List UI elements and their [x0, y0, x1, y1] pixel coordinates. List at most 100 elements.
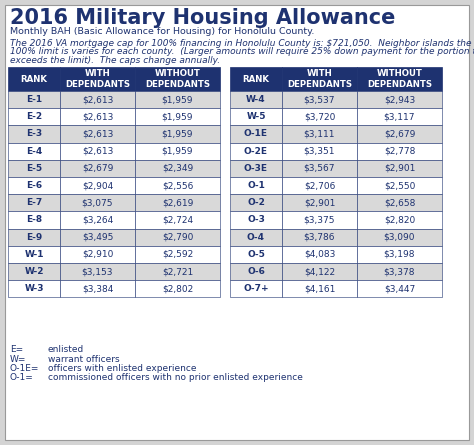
Text: O-5: O-5 [247, 250, 265, 259]
Text: $3,111: $3,111 [304, 129, 335, 138]
Bar [282, 160, 357, 177]
Text: E-4: E-4 [26, 147, 42, 156]
Bar [60, 177, 135, 194]
Bar [282, 142, 357, 160]
Text: $2,550: $2,550 [384, 181, 415, 190]
Text: $2,724: $2,724 [162, 215, 193, 224]
Text: $2,943: $2,943 [384, 95, 415, 104]
Bar [282, 263, 357, 280]
Bar [8, 91, 60, 108]
Text: $3,567: $3,567 [304, 164, 335, 173]
Bar [60, 263, 135, 280]
Bar [230, 263, 282, 280]
Text: $2,613: $2,613 [82, 95, 113, 104]
Bar [230, 177, 282, 194]
Text: O-3E: O-3E [244, 164, 268, 173]
Bar [282, 211, 357, 229]
Bar [8, 211, 60, 229]
Bar [8, 229, 60, 246]
Bar [230, 91, 282, 108]
Bar [230, 108, 282, 125]
Text: $3,075: $3,075 [82, 198, 113, 207]
Text: $3,264: $3,264 [82, 215, 113, 224]
Text: E-1: E-1 [26, 95, 42, 104]
Bar [135, 194, 220, 211]
Bar [8, 108, 60, 125]
Text: $3,537: $3,537 [304, 95, 335, 104]
Bar [282, 125, 357, 142]
Bar [8, 246, 60, 263]
Bar [60, 280, 135, 297]
Text: O-2E: O-2E [244, 147, 268, 156]
Text: E=: E= [10, 345, 23, 354]
Text: $2,619: $2,619 [162, 198, 193, 207]
Bar [230, 229, 282, 246]
Bar [282, 108, 357, 125]
Text: $2,904: $2,904 [82, 181, 113, 190]
Text: $2,790: $2,790 [162, 233, 193, 242]
Bar [135, 177, 220, 194]
Bar [60, 211, 135, 229]
Bar [282, 91, 357, 108]
Bar [8, 177, 60, 194]
Text: $2,802: $2,802 [162, 284, 193, 293]
Bar [282, 177, 357, 194]
Text: $3,375: $3,375 [304, 215, 335, 224]
Text: $2,901: $2,901 [384, 164, 415, 173]
Bar [282, 280, 357, 297]
Text: O-6: O-6 [247, 267, 265, 276]
Text: enlisted: enlisted [48, 345, 84, 354]
Text: $1,959: $1,959 [162, 129, 193, 138]
Bar [357, 229, 442, 246]
Bar [135, 91, 220, 108]
Text: $2,778: $2,778 [384, 147, 415, 156]
Text: $4,161: $4,161 [304, 284, 335, 293]
Text: $2,349: $2,349 [162, 164, 193, 173]
Bar [135, 142, 220, 160]
Bar [60, 91, 135, 108]
Bar [357, 194, 442, 211]
Text: $2,910: $2,910 [82, 250, 113, 259]
Text: The 2016 VA mortgage cap for 100% financing in Honolulu County is: $721,050.  Ne: The 2016 VA mortgage cap for 100% financ… [10, 39, 472, 48]
Bar [357, 91, 442, 108]
Text: $3,090: $3,090 [384, 233, 415, 242]
Text: $2,613: $2,613 [82, 147, 113, 156]
Text: $2,613: $2,613 [82, 112, 113, 121]
Bar [357, 160, 442, 177]
Text: $3,198: $3,198 [384, 250, 415, 259]
Text: $1,959: $1,959 [162, 147, 193, 156]
Bar [357, 177, 442, 194]
Bar [135, 246, 220, 263]
Bar [135, 280, 220, 297]
Text: $3,447: $3,447 [384, 284, 415, 293]
Text: W-1: W-1 [24, 250, 44, 259]
Text: W-4: W-4 [246, 95, 266, 104]
Bar [282, 194, 357, 211]
Bar [357, 142, 442, 160]
Text: E-7: E-7 [26, 198, 42, 207]
Bar [357, 246, 442, 263]
Bar [60, 229, 135, 246]
Text: $2,721: $2,721 [162, 267, 193, 276]
Text: E-6: E-6 [26, 181, 42, 190]
Bar [60, 125, 135, 142]
Bar [230, 160, 282, 177]
Text: E-9: E-9 [26, 233, 42, 242]
Text: O-1E=: O-1E= [10, 364, 39, 373]
Text: WITH
DEPENDANTS: WITH DEPENDANTS [65, 69, 130, 89]
Bar [135, 108, 220, 125]
Text: W-2: W-2 [24, 267, 44, 276]
Text: W=: W= [10, 355, 27, 364]
Bar [60, 160, 135, 177]
Bar [60, 246, 135, 263]
Text: 2016 Military Housing Allowance: 2016 Military Housing Allowance [10, 8, 395, 28]
Text: O-7+: O-7+ [243, 284, 269, 293]
Bar [60, 194, 135, 211]
Text: O-1E: O-1E [244, 129, 268, 138]
Bar [8, 194, 60, 211]
Text: $4,083: $4,083 [304, 250, 335, 259]
Bar [135, 160, 220, 177]
Text: O-2: O-2 [247, 198, 265, 207]
Text: E-2: E-2 [26, 112, 42, 121]
Bar [60, 67, 135, 91]
